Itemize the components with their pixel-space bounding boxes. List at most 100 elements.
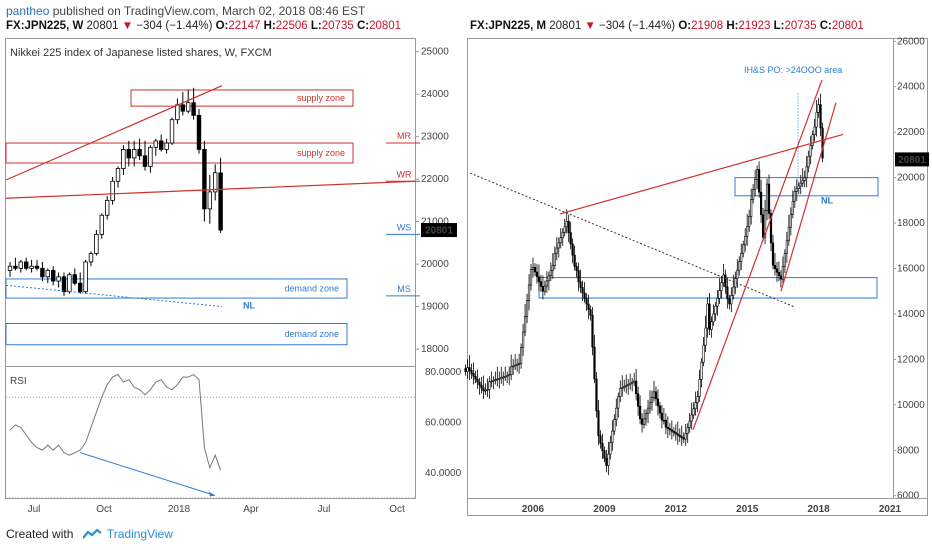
candle-body <box>690 414 693 422</box>
publisher-name[interactable]: pantheo <box>6 4 50 18</box>
candle-body <box>785 239 788 254</box>
candle-body <box>121 149 126 169</box>
left-y-tick-label: 22000 <box>421 174 449 185</box>
right-y-tick-label: 22000 <box>897 127 925 138</box>
candle-body <box>490 380 493 383</box>
candle-body <box>750 199 753 217</box>
left-y-tick-label: 25000 <box>421 47 449 58</box>
candle-body <box>539 281 543 287</box>
publish-info: published on TradingView.com, March 02, … <box>49 4 366 18</box>
neckline-label: NL <box>243 301 255 311</box>
candle-body <box>164 142 169 150</box>
right-y-tick-label: 8000 <box>897 445 920 456</box>
candle-body <box>115 168 121 182</box>
candle-body <box>613 419 616 432</box>
candle-body <box>666 426 669 429</box>
candle-body <box>470 370 473 374</box>
price-badge-label: 20801 <box>425 226 453 237</box>
right-panel-frame <box>467 38 928 516</box>
zone-label: supply zone <box>297 148 345 158</box>
candle-body <box>736 269 739 279</box>
candle-body <box>480 384 483 389</box>
candle-body <box>621 387 624 389</box>
candle-body <box>153 140 158 148</box>
tradingview-link[interactable]: TradingView <box>106 527 173 541</box>
support-trendline <box>5 180 416 199</box>
right-open: 21908 <box>691 20 724 32</box>
right-y-tick-label: 14000 <box>897 309 925 320</box>
left-close: 20801 <box>369 20 402 32</box>
candle-body <box>148 146 153 167</box>
candle-body <box>583 292 586 299</box>
candle-body <box>472 373 475 377</box>
candle-body <box>682 437 685 440</box>
footer: Created with TradingView <box>6 527 173 541</box>
candle-body <box>660 412 664 421</box>
candle-body <box>597 410 600 437</box>
candle-body <box>466 367 469 372</box>
candle-body <box>708 303 711 330</box>
left-y-tick-label: 23000 <box>421 132 449 143</box>
left-open-label: O: <box>215 20 229 32</box>
candle-body <box>607 453 610 466</box>
left-high-label: H: <box>263 20 276 32</box>
price-badge <box>895 152 929 167</box>
candle-body <box>631 381 634 384</box>
candle-body <box>196 115 202 150</box>
down-arrow-icon: ▼ <box>121 20 134 32</box>
candle-body <box>595 378 598 412</box>
candle-body <box>611 430 614 443</box>
left-x-tick-label: Jul <box>318 504 331 515</box>
candle-body <box>7 265 13 271</box>
candle-body <box>627 384 630 386</box>
right-y-tick-label: 20000 <box>897 173 925 184</box>
candle-body <box>126 149 131 159</box>
candle-body <box>744 236 747 246</box>
candle-body <box>674 432 677 435</box>
candle-body <box>789 213 792 228</box>
candle-body <box>779 275 783 280</box>
left-y-tick-label: 21000 <box>421 217 449 228</box>
candle-body <box>625 385 628 387</box>
candle-body <box>543 285 546 292</box>
candle-body <box>484 389 487 392</box>
right-close-label: C: <box>819 20 832 32</box>
candle-body <box>805 166 808 178</box>
right-y-tick-label: 16000 <box>897 264 925 275</box>
candle-body <box>664 419 667 428</box>
candle-body <box>700 361 703 380</box>
candle-body <box>567 221 570 233</box>
candle-body <box>658 405 662 414</box>
candle-body <box>504 375 507 378</box>
candle-body <box>787 226 790 241</box>
candle-body <box>676 433 679 436</box>
candle-body <box>635 380 638 394</box>
candle-body <box>765 183 769 211</box>
rsi-panel: RSI 40.0000 60.0000 80.0000 <box>6 367 462 499</box>
candle-body <box>559 237 562 244</box>
candle-body <box>648 402 652 409</box>
candle-body <box>686 426 689 434</box>
candle-body <box>494 379 497 382</box>
right-y-tick-label: 26000 <box>897 36 925 47</box>
right-x-tick-label: 2012 <box>665 504 688 515</box>
candle-body <box>603 450 606 459</box>
candle-body <box>589 309 592 316</box>
candle-body <box>185 102 191 112</box>
left-ohlc-legend: FX:JPN225, W 20801 ▼ −304 (−1.44%) O:221… <box>6 20 401 32</box>
left-close-label: C: <box>356 20 370 32</box>
candle-body <box>83 261 88 293</box>
right-symbol: FX:JPN225, M <box>470 20 547 32</box>
candle-body <box>791 200 794 215</box>
candle-body <box>29 265 34 269</box>
candle-body <box>809 145 812 157</box>
po-annotation: IH&S PO: >24OOO area <box>744 65 842 75</box>
candle-body <box>670 429 673 432</box>
candle-body <box>759 191 763 216</box>
candle-body <box>692 408 695 416</box>
candle-body <box>519 347 523 364</box>
candle-body <box>474 375 477 380</box>
candle-body <box>169 119 175 144</box>
candle-body <box>640 418 644 425</box>
